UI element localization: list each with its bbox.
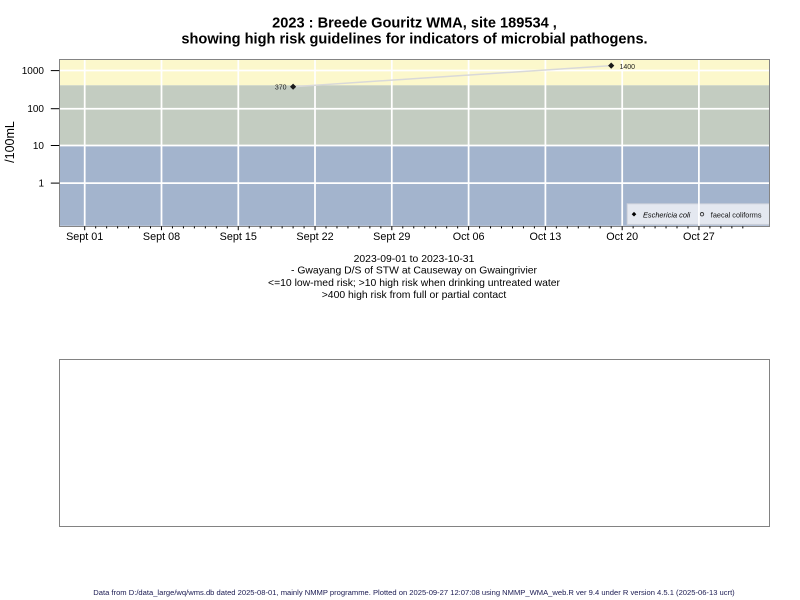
svg-text:>400 high risk from full or pa: >400 high risk from full or partial cont… — [322, 290, 507, 301]
svg-text:Sept 08: Sept 08 — [143, 231, 180, 243]
svg-text:1: 1 — [38, 179, 44, 190]
svg-text:Oct 20: Oct 20 — [606, 231, 638, 243]
svg-text:1400: 1400 — [620, 64, 636, 71]
svg-text:Sept 29: Sept 29 — [373, 231, 410, 243]
svg-text:2023-09-01 to 2023-10-31: 2023-09-01 to 2023-10-31 — [354, 254, 475, 265]
svg-text:370: 370 — [275, 85, 287, 92]
svg-text:Eschericia coli: Eschericia coli — [643, 210, 691, 219]
svg-text:Data from D:/data_large/wq/wms: Data from D:/data_large/wq/wms.db dated … — [93, 588, 735, 597]
svg-text:faecal coliforms: faecal coliforms — [711, 210, 762, 219]
svg-text:showing high risk guidelines f: showing high risk guidelines for indicat… — [181, 31, 647, 47]
svg-text:Oct 06: Oct 06 — [453, 231, 485, 243]
svg-text:/100mL: /100mL — [3, 121, 17, 163]
svg-text:Sept 15: Sept 15 — [220, 231, 257, 243]
svg-text:100: 100 — [27, 104, 44, 115]
svg-text:<=10 low-med risk; >10 high ri: <=10 low-med risk; >10 high risk when dr… — [268, 278, 560, 289]
svg-text:- Gwayang D/S of STW at Causew: - Gwayang D/S of STW at Causeway on Gwai… — [291, 266, 538, 277]
svg-text:1000: 1000 — [22, 66, 45, 77]
svg-text:Oct 13: Oct 13 — [529, 231, 561, 243]
svg-text:Sept 01: Sept 01 — [66, 231, 103, 243]
svg-text:10: 10 — [33, 141, 45, 152]
svg-text:Oct 27: Oct 27 — [683, 231, 715, 243]
svg-text:2023 : Breede Gouritz WMA, sit: 2023 : Breede Gouritz WMA, site 189534 , — [272, 15, 557, 31]
svg-text:Sept 22: Sept 22 — [296, 231, 333, 243]
